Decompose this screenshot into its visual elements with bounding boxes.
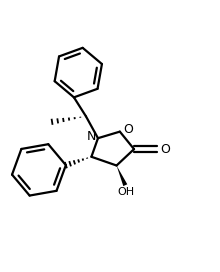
- Text: O: O: [160, 143, 170, 156]
- Text: OH: OH: [118, 187, 135, 197]
- Text: N: N: [86, 130, 96, 143]
- Polygon shape: [117, 166, 127, 186]
- Text: O: O: [124, 123, 134, 136]
